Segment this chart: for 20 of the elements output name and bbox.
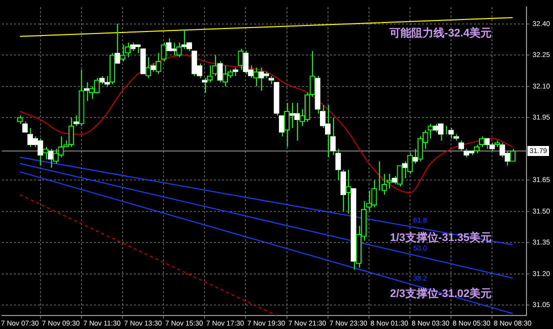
- candlestick: [160, 42, 166, 62]
- candlestick: [407, 152, 413, 174]
- candlestick: [42, 146, 48, 160]
- annotation: 可能阻力线-32.4美元: [388, 26, 492, 40]
- candlestick: [268, 75, 274, 85]
- candlestick: [428, 123, 434, 139]
- candlestick: [156, 52, 162, 74]
- candlestick: [263, 71, 270, 79]
- candlestick: [510, 148, 516, 162]
- candlestick: [284, 102, 290, 148]
- candlestick: [396, 165, 403, 187]
- candlestick: [124, 42, 130, 58]
- candlestick: [253, 67, 259, 87]
- candlestick: [78, 69, 84, 126]
- candlestick: [238, 48, 244, 70]
- candlestick: [145, 56, 152, 79]
- candlestick: [346, 169, 352, 214]
- candlestick: [274, 82, 280, 116]
- candlestick: [109, 52, 116, 85]
- candlestick: [438, 124, 444, 142]
